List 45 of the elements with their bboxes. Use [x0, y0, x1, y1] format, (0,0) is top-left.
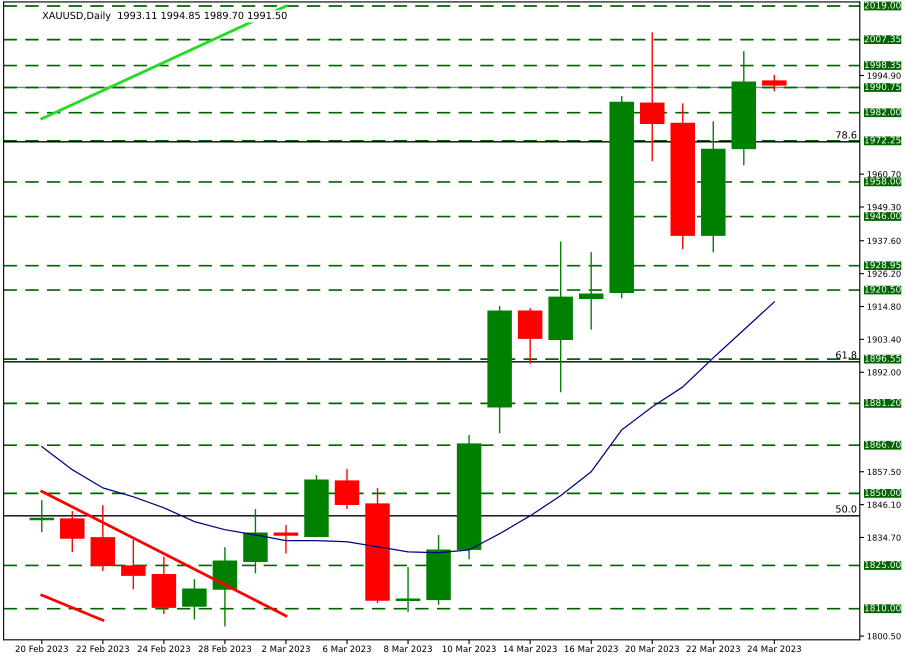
x-tick-label: 22 Mar 2023	[686, 646, 740, 652]
ref-line-label: 2007.35	[864, 35, 901, 42]
y-tick-label: 1846.10	[868, 502, 901, 508]
y-tick-label: 1994.90	[868, 72, 901, 79]
x-tick-label: 14 Mar 2023	[504, 646, 557, 652]
ref-line-label: 1896.55	[864, 354, 901, 362]
ref-line-label: 1810.00	[864, 604, 901, 612]
x-tick-label: 20 Feb 2023	[16, 645, 68, 652]
ref-line-label: 1850.00	[864, 489, 901, 496]
ref-line-label: 1946.00	[864, 212, 901, 220]
annotation: 50.0	[836, 505, 856, 513]
x-tick-label: 2 Mar 2023	[262, 646, 310, 652]
ref-line-label: 1972.25	[864, 136, 901, 144]
x-tick-label: 28 Feb 2023	[198, 645, 252, 652]
ref-line-label: 1998.35	[864, 61, 901, 68]
ref-line-label: 1825.00	[864, 561, 901, 568]
x-tick-label: 24 Mar 2023	[748, 646, 801, 652]
x-tick-label: 16 Mar 2023	[564, 646, 618, 652]
y-tick-label: 1914.80	[868, 303, 901, 310]
x-tick-label: 20 Mar 2023	[626, 646, 679, 652]
y-tick-label: 1960.70	[868, 171, 901, 178]
y-tick-label: 1926.20	[868, 270, 901, 277]
x-tick-label: 22 Feb 2023	[76, 645, 129, 652]
ref-line-label: 1958.00	[864, 178, 901, 185]
ref-line-label: 1990.75	[864, 83, 901, 90]
x-tick-label: 8 Mar 2023	[384, 646, 432, 652]
x-tick-label: 24 Feb 2023	[138, 645, 190, 652]
y-tick-label: 1949.30	[868, 204, 901, 210]
x-tick-label: 10 Mar 2023	[442, 646, 496, 652]
ref-line-label: 1928.95	[864, 261, 901, 268]
y-tick-label: 1892.00	[868, 369, 901, 376]
x-tick-label: 6 Mar 2023	[323, 646, 371, 652]
text: XAUUSD,Daily 1993.11 1994.85 1989.70 1991.50	[42, 12, 287, 21]
annotation: 78.6	[836, 131, 856, 139]
ref-line-label: 1982.00	[864, 108, 901, 116]
y-tick-label: 1800.50	[868, 633, 901, 640]
ref-line-label: 1881.20	[864, 399, 901, 406]
y-tick-label: 1857.50	[868, 468, 901, 476]
ref-line-label: 2019.00	[864, 2, 901, 9]
annotation: 61.8	[836, 351, 856, 359]
y-tick-label: 1903.40	[868, 336, 901, 343]
ref-line-label: 1920.50	[864, 286, 901, 293]
y-tick-label: 1834.70	[868, 534, 901, 541]
y-tick-label: 1937.60	[868, 238, 901, 244]
ref-line-label: 1866.70	[864, 440, 901, 448]
